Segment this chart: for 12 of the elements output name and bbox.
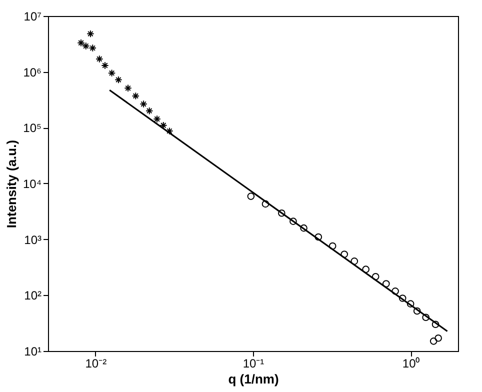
y-axis-title: Intensity (a.u.) [4,140,19,228]
x-axis-title: q (1/nm) [228,372,279,386]
y-tick-label: 10² [24,288,42,303]
x-tick-label: 10⁰ [402,356,420,370]
y-tick-label: 10⁷ [24,10,42,24]
y-tick-label: 10⁵ [23,121,42,136]
y-tick-label: 10³ [24,232,42,247]
x-tick-label: 10⁻¹ [242,356,264,370]
x-tick-label: 10⁻² [85,356,107,370]
y-tick-label: 10⁴ [22,177,42,191]
y-tick-label: 10¹ [24,344,42,358]
y-tick-label: 10⁶ [23,65,42,80]
